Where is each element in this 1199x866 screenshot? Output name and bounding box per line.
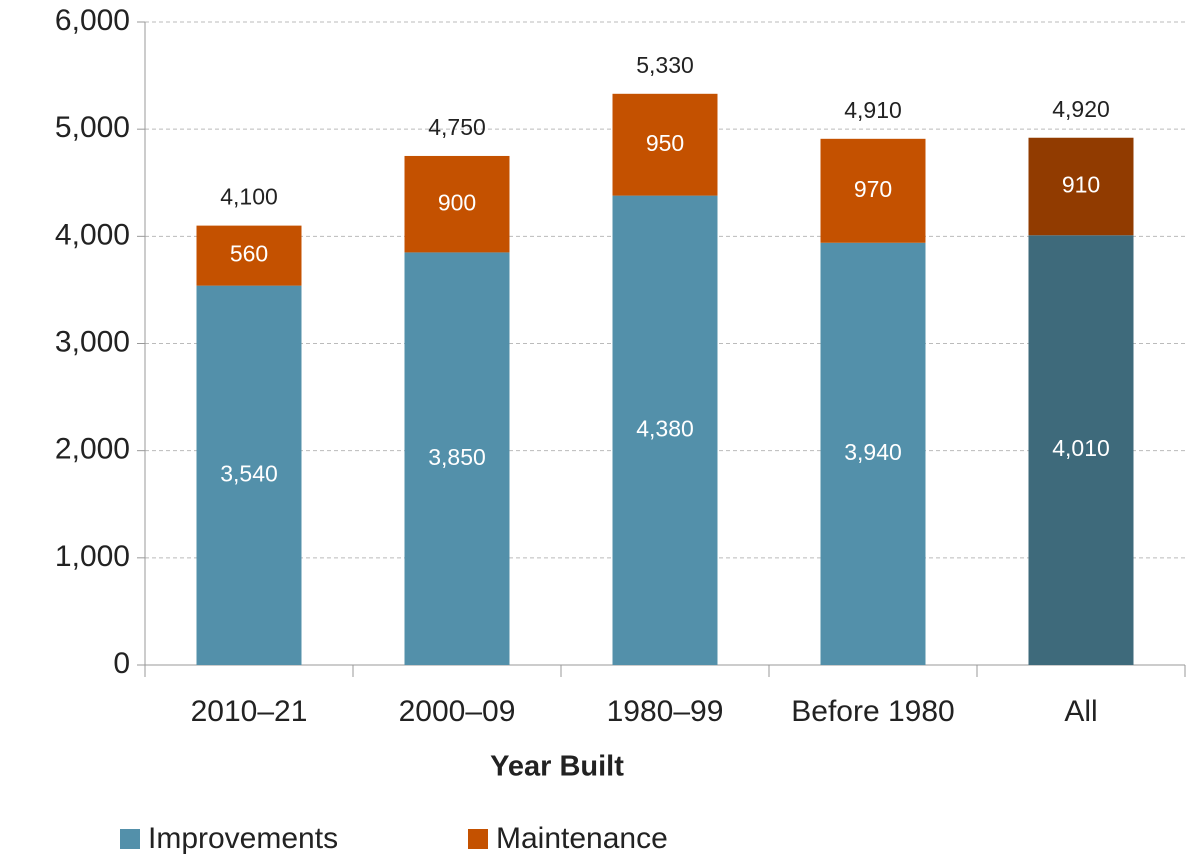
x-tick-label: 2010–21 bbox=[191, 695, 308, 728]
legend-label: Improvements bbox=[148, 822, 338, 855]
total-label: 4,100 bbox=[220, 184, 278, 210]
x-tick-label: All bbox=[1064, 695, 1097, 728]
y-tick-label: 1,000 bbox=[55, 540, 130, 573]
data-label: 950 bbox=[646, 130, 684, 156]
bar-segment bbox=[404, 252, 510, 666]
data-label: 900 bbox=[438, 189, 476, 215]
y-tick-label: 6,000 bbox=[55, 4, 130, 37]
bar-segment bbox=[612, 93, 718, 196]
x-tick-label: Before 1980 bbox=[791, 695, 954, 728]
data-label: 3,540 bbox=[220, 460, 278, 486]
bar-segment bbox=[196, 285, 302, 665]
legend-swatch bbox=[468, 829, 488, 849]
x-tick-label: 2000–09 bbox=[399, 695, 516, 728]
bar-segment bbox=[1028, 137, 1134, 236]
y-tick-label: 3,000 bbox=[55, 325, 130, 358]
bar-segment bbox=[820, 242, 926, 665]
x-axis-title: Year Built bbox=[490, 751, 624, 783]
data-label: 3,850 bbox=[428, 444, 486, 470]
bar-segment bbox=[404, 155, 510, 253]
y-tick-label: 4,000 bbox=[55, 218, 130, 251]
data-label: 3,940 bbox=[844, 439, 902, 465]
total-label: 4,750 bbox=[428, 114, 486, 140]
data-label: 560 bbox=[230, 241, 268, 267]
total-label: 5,330 bbox=[636, 52, 694, 78]
bar-segment bbox=[196, 225, 302, 286]
legend-label: Maintenance bbox=[496, 822, 668, 855]
bar-segment bbox=[612, 195, 718, 666]
y-tick-label: 0 bbox=[113, 647, 130, 680]
data-label: 910 bbox=[1062, 172, 1100, 198]
y-tick-label: 5,000 bbox=[55, 111, 130, 144]
bar-segment bbox=[820, 138, 926, 243]
y-tick-label: 2,000 bbox=[55, 433, 130, 466]
x-tick-label: 1980–99 bbox=[607, 695, 724, 728]
bar-segment bbox=[1028, 235, 1134, 666]
data-label: 4,380 bbox=[636, 415, 694, 441]
legend-swatch bbox=[120, 829, 140, 849]
data-label: 970 bbox=[854, 176, 892, 202]
total-label: 4,920 bbox=[1052, 96, 1110, 122]
total-label: 4,910 bbox=[844, 97, 902, 123]
data-label: 4,010 bbox=[1052, 435, 1110, 461]
